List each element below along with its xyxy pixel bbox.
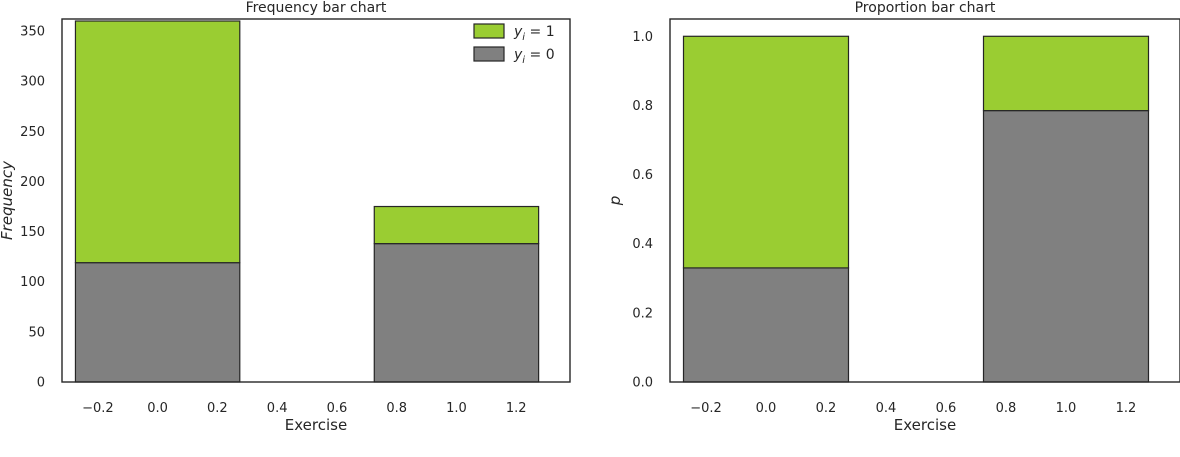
bar-y0-category-1 xyxy=(373,243,540,383)
x-tick-label: 0.2 xyxy=(207,401,228,416)
x-tick-label: 0.6 xyxy=(936,401,957,416)
bar-y1-category-0 xyxy=(682,35,850,269)
y-tick-label: 0.6 xyxy=(632,168,653,183)
legend: yi = 1yi = 0 xyxy=(473,23,555,66)
y-tick-label: 0.0 xyxy=(632,376,653,391)
bar-y0-category-0 xyxy=(74,262,241,383)
y-tick-label: 300 xyxy=(20,75,45,90)
bar-y1-category-1 xyxy=(373,205,540,245)
y-tick-label: 50 xyxy=(28,325,45,340)
x-tick-label: 0.0 xyxy=(147,401,168,416)
frequency-bar-chart: −0.2 0.0 0.2 0.4 0.6 0.8 1.0 1.2 0 50 100 150 200 250… xyxy=(0,0,571,434)
x-tick-label: 0.4 xyxy=(876,401,897,416)
x-axis-title: Exercise xyxy=(894,416,956,434)
legend-label-y1: yi = 1 xyxy=(513,24,555,43)
y-tick-label: 100 xyxy=(20,275,45,290)
x-tick-label: 1.2 xyxy=(506,401,527,416)
y-tick-label: 1.0 xyxy=(632,30,653,45)
x-tick-label: 0.4 xyxy=(267,401,288,416)
x-tick-label: 1.0 xyxy=(1056,401,1077,416)
bar-y1-category-1 xyxy=(982,35,1150,112)
x-tick-label: −0.2 xyxy=(690,401,722,416)
chart-title: Proportion bar chart xyxy=(855,0,996,16)
plot-frame xyxy=(61,18,571,383)
legend-subscript: i xyxy=(522,55,525,66)
bar-y1-category-0 xyxy=(74,20,241,264)
bar-y0-category-0 xyxy=(682,267,850,383)
bar-y0-category-1 xyxy=(982,110,1150,383)
legend-subscript: i xyxy=(522,32,525,43)
y-tick-label: 350 xyxy=(20,25,45,40)
x-tick-label: 0.0 xyxy=(756,401,777,416)
plot-frame xyxy=(669,18,1180,383)
x-tick-label: 1.0 xyxy=(446,401,467,416)
x-axis-title: Exercise xyxy=(285,416,347,434)
y-tick-label: 0.2 xyxy=(632,306,653,321)
x-tick-label: −0.2 xyxy=(82,401,114,416)
y-axis-title: p xyxy=(606,196,624,207)
legend-var: y xyxy=(513,24,523,40)
y-tick-label: 150 xyxy=(20,225,45,240)
legend-var: y xyxy=(513,47,523,63)
chart-title: Frequency bar chart xyxy=(246,0,387,16)
y-tick-label: 250 xyxy=(20,125,45,140)
proportion-bar-chart: −0.2 0.0 0.2 0.4 0.6 0.8 1.0 1.2 0.0 0.2 0.4 0.6 0.8… xyxy=(606,0,1180,434)
y-axis-title: Frequency xyxy=(0,160,16,240)
legend-label-y0: yi = 0 xyxy=(513,47,555,66)
legend-swatch-y0 xyxy=(473,46,505,62)
y-tick-label: 0 xyxy=(37,376,45,391)
x-tick-label: 0.8 xyxy=(386,401,407,416)
y-tick-label: 0.8 xyxy=(632,99,653,114)
y-tick-label: 200 xyxy=(20,175,45,190)
legend-rhs: = 1 xyxy=(525,24,555,40)
x-tick-label: 0.8 xyxy=(996,401,1017,416)
x-tick-label: 0.2 xyxy=(816,401,837,416)
x-tick-label: 0.6 xyxy=(327,401,348,416)
x-tick-label: 1.2 xyxy=(1116,401,1137,416)
legend-rhs: = 0 xyxy=(525,47,555,63)
legend-swatch-y1 xyxy=(473,23,505,39)
y-tick-label: 0.4 xyxy=(632,237,653,252)
